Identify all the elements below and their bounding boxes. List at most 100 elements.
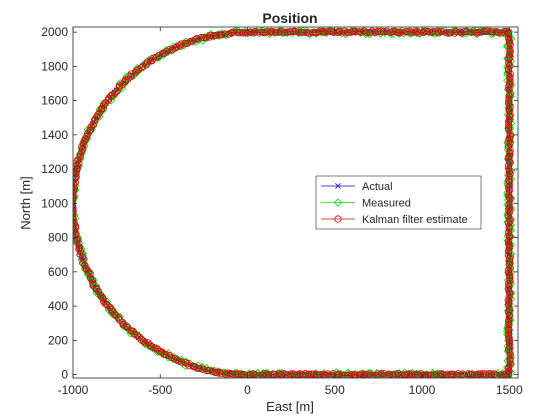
data-point [399,29,408,37]
data-point [98,293,106,302]
data-point [88,276,96,284]
data-point [102,297,112,306]
data-point [504,29,513,37]
data-point [73,207,77,215]
data-point [470,28,478,36]
data-point [319,27,327,36]
data-point [411,28,420,36]
x-tick-label: 500 [325,383,345,397]
data-point [504,240,513,248]
x-tick-label: 1000 [409,383,436,397]
data-point [425,371,434,378]
data-point [291,27,300,36]
data-point [99,294,107,302]
data-point [372,371,380,378]
data-point [505,99,513,107]
data-point [251,28,259,36]
data-point [73,210,79,220]
data-point [476,370,485,378]
data-point [290,371,299,378]
data-point [383,27,391,35]
axes-box [72,26,519,379]
data-point [371,28,379,37]
data-point [275,28,283,37]
data-point [504,266,512,274]
data-point [503,372,512,378]
axes [72,26,519,379]
data-point [506,351,514,359]
data-point [503,276,513,285]
data-point [466,28,475,36]
data-point [153,345,162,353]
data-point [81,135,90,143]
data-point [449,370,457,378]
data-point [154,52,163,60]
y-tick-label: 200 [48,333,68,347]
data-point [505,223,513,231]
data-point [379,28,387,36]
data-point [459,370,467,378]
legend-item: Measured [321,198,411,210]
data-point [210,32,218,40]
chart-title: Position [262,10,317,26]
data-point [239,29,247,37]
data-point [158,348,166,356]
data-point [482,370,490,378]
data-point [506,147,514,155]
data-point [73,194,77,202]
series-kalman-filter-estimate [73,27,514,378]
data-point [338,371,346,378]
x-axis-label: East [m] [266,399,314,414]
legend-item: Actual [321,181,393,193]
x-axis-ticks: -1000 -500 0 500 1000 1500 [58,27,523,397]
data-point [427,371,435,378]
x-tick-label: -500 [148,383,172,397]
data-point [133,67,141,75]
data-point [377,27,385,35]
y-tick-label: 2000 [41,25,68,39]
data-point [73,173,80,181]
data-point [73,170,80,178]
data-point [131,68,139,77]
data-point [95,109,104,117]
data-point [159,49,167,57]
data-point [506,194,514,202]
data-point [324,27,332,36]
data-point [73,226,78,234]
data-point [73,174,80,182]
data-point [317,28,326,37]
data-point [87,274,95,282]
series-layer [73,27,516,378]
data-point [487,370,496,378]
data-point [170,354,179,363]
y-tick-label: 1000 [41,196,68,210]
data-point [87,123,95,131]
data-point [457,29,466,37]
data-point [195,364,204,373]
data-point [504,137,512,145]
data-point [232,370,240,378]
x-tick-label: 0 [244,383,251,397]
data-point [183,360,192,368]
data-point [73,184,78,192]
data-point [191,363,199,371]
data-point [73,231,80,239]
data-point [428,28,436,37]
data-point [206,31,215,40]
data-point [89,279,97,287]
data-point [273,369,282,378]
data-point [506,252,514,260]
data-point [506,178,514,186]
data-point [153,53,161,61]
data-point [505,116,513,124]
data-point [80,260,89,269]
data-point [506,135,514,143]
data-point [419,371,429,378]
legend-item: Kalman filter estimate [321,214,468,226]
data-point [502,370,510,378]
legend: Actual Measured Kalman filter estimate [315,175,482,230]
data-point [506,111,514,119]
data-point [289,370,297,378]
data-point [188,37,198,46]
